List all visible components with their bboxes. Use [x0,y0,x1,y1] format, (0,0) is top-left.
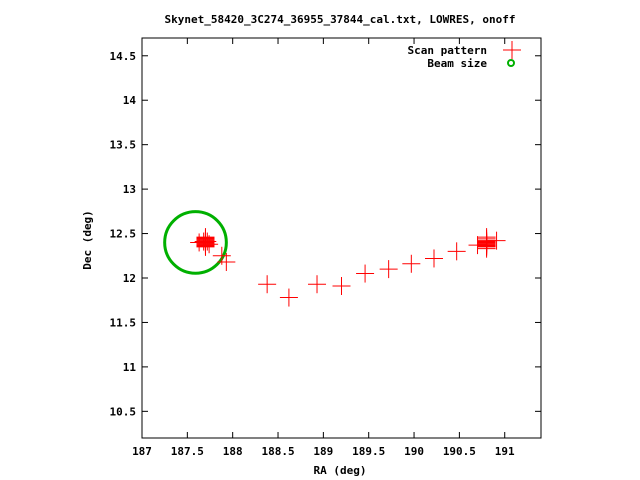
x-tick-label: 188.5 [261,445,294,458]
scan-point [308,275,327,294]
scan-point [477,228,496,247]
legend-marker-beam-size [507,59,515,67]
scan-point [356,264,375,283]
beam-size-circle [163,210,228,275]
y-tick-label: 14.5 [110,50,137,63]
scan-point [402,254,421,273]
legend-marker-scan-pattern [503,41,521,59]
x-axis: 187 187.5 188 188.5 189 189.5 190 190.5 191 [132,38,515,458]
x-tick-label: 190 [404,445,424,458]
y-tick-label: 13 [123,183,136,196]
x-tick-label: 190.5 [443,445,476,458]
y-tick-label: 12 [123,272,136,285]
scan-point [279,288,298,307]
plot-area [163,210,506,307]
plot-frame [141,37,542,439]
y-tick-label: 12.5 [110,228,137,241]
y-tick-label: 11.5 [110,316,137,329]
legend-circle [507,59,515,67]
scan-point [217,253,236,271]
legend-label-beam-size: Beam size [427,57,487,70]
chart-title: Skynet_58420_3C274_36955_37844_cal.txt, … [165,13,516,26]
x-tick-label: 188 [223,445,243,458]
scan-point [190,233,209,252]
x-tick-label: 191 [495,445,515,458]
x-tick-label: 187.5 [171,445,204,458]
x-tick-label: 189.5 [352,445,385,458]
scan-point [379,260,398,279]
x-tick-label: 187 [132,445,152,458]
legend-label-scan-pattern: Scan pattern [408,44,487,57]
x-axis-label: RA (deg) [314,464,367,477]
scan-point [424,249,443,268]
y-tick-label: 11 [123,361,137,374]
legend: Scan pattern Beam size [408,41,521,70]
scan-point [198,232,217,251]
y-tick-label: 14 [123,94,137,107]
x-tick-label: 189 [313,445,333,458]
scan-point [200,235,219,254]
legend-plus [503,41,521,59]
y-axis-label: Dec (deg) [81,210,94,270]
y-tick-label: 13.5 [110,139,137,152]
scan-point [258,275,277,294]
y-tick-label: 10.5 [110,405,137,418]
y-axis: 10.5 11 11.5 12 12.5 13 13.5 14 14.5 [110,50,541,418]
scan-point [447,242,466,261]
scan-point [332,277,351,295]
